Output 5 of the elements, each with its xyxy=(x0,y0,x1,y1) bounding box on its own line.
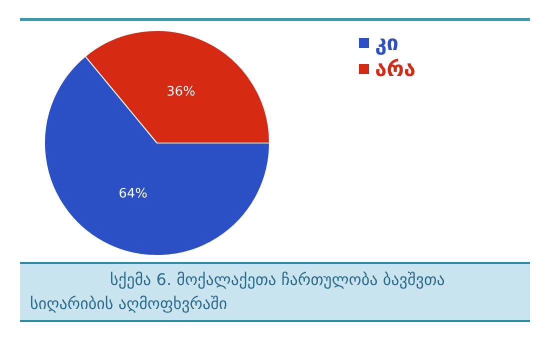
data-label: 64% xyxy=(118,186,148,202)
data-label: 36% xyxy=(166,84,196,100)
legend-label: არა xyxy=(375,56,416,82)
text: სქემა 6. მოქალაქეთა ჩართულობა ბავშვთა სიღარიბის აღმოფხვრაში xyxy=(20,262,530,322)
legend-label: კი xyxy=(375,30,399,56)
